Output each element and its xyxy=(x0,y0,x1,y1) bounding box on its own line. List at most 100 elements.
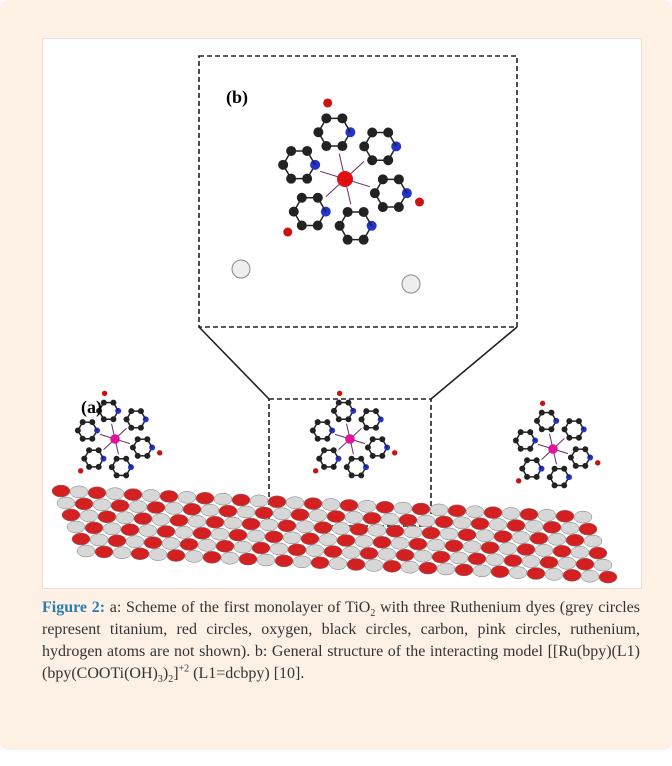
atom xyxy=(367,155,377,165)
atom xyxy=(540,401,545,406)
atom xyxy=(455,564,473,576)
panel-label: (a) xyxy=(81,397,102,418)
atom xyxy=(89,419,95,425)
atom xyxy=(524,457,530,463)
atom xyxy=(321,113,331,123)
atom xyxy=(165,502,183,514)
atom xyxy=(558,557,576,569)
metal-atom xyxy=(345,434,355,444)
atom xyxy=(289,207,299,217)
atom xyxy=(335,221,345,231)
atom xyxy=(589,547,607,559)
atom xyxy=(582,446,588,452)
atom xyxy=(180,538,198,550)
atom xyxy=(415,198,424,207)
atom xyxy=(89,436,95,442)
atom xyxy=(310,427,316,433)
atom xyxy=(313,193,323,203)
atom xyxy=(553,545,571,557)
atom xyxy=(379,453,385,459)
atom xyxy=(576,418,582,424)
atom xyxy=(489,519,507,531)
atom xyxy=(85,522,103,534)
atom xyxy=(527,568,545,580)
atom xyxy=(337,141,347,151)
atom xyxy=(278,520,296,532)
atom xyxy=(216,540,234,552)
atom xyxy=(391,537,409,549)
atom xyxy=(75,498,93,510)
atom xyxy=(109,464,115,470)
atom xyxy=(332,523,350,535)
atom xyxy=(412,503,430,515)
atom xyxy=(268,496,286,508)
atom xyxy=(376,501,394,513)
atom xyxy=(337,391,342,396)
atom xyxy=(548,410,554,416)
atom xyxy=(123,456,129,462)
atom xyxy=(340,499,358,511)
atom xyxy=(75,427,81,433)
atom xyxy=(539,410,545,416)
atom xyxy=(138,425,144,431)
caption: Figure 2: a: Scheme of the first monolay… xyxy=(42,597,640,685)
atom xyxy=(566,534,584,546)
metal-atom xyxy=(337,171,353,187)
atom xyxy=(344,464,350,470)
atom xyxy=(468,553,486,565)
atom xyxy=(561,482,567,488)
atom xyxy=(347,559,365,571)
atom xyxy=(288,544,306,556)
atom xyxy=(98,511,116,523)
atom xyxy=(211,528,229,540)
atom xyxy=(349,472,355,478)
atom xyxy=(516,478,521,483)
atom xyxy=(548,533,566,545)
atom xyxy=(198,539,216,551)
atom xyxy=(304,498,322,510)
atom xyxy=(260,519,278,531)
atom xyxy=(178,491,196,503)
atom xyxy=(345,400,351,406)
atom xyxy=(149,549,167,561)
atom xyxy=(78,468,83,473)
atom xyxy=(108,535,126,547)
atom xyxy=(396,549,414,561)
atom xyxy=(203,551,221,563)
atom xyxy=(481,542,499,554)
atom xyxy=(337,535,355,547)
atom xyxy=(466,506,484,518)
atom xyxy=(359,141,369,151)
atom xyxy=(206,516,224,528)
atom xyxy=(383,155,393,165)
atom xyxy=(142,490,160,502)
atom xyxy=(525,520,543,532)
atom xyxy=(381,513,399,525)
atom xyxy=(121,524,139,536)
atom xyxy=(359,235,369,245)
atom xyxy=(345,416,351,422)
atom xyxy=(358,456,364,462)
atom xyxy=(367,128,377,138)
atom xyxy=(323,98,332,107)
atom xyxy=(365,445,371,451)
atom xyxy=(275,555,293,567)
atom xyxy=(358,472,364,478)
atom xyxy=(535,544,553,556)
atom xyxy=(534,457,540,463)
atom xyxy=(221,552,239,564)
superscript: +2 xyxy=(179,664,190,675)
molecule xyxy=(278,98,424,244)
caption-label: Figure 2: xyxy=(42,599,105,616)
atom xyxy=(113,547,131,559)
atom xyxy=(476,530,494,542)
atom xyxy=(306,545,324,557)
atom xyxy=(517,544,535,556)
atom xyxy=(196,492,214,504)
atom xyxy=(139,525,157,537)
atom xyxy=(342,547,360,559)
atom xyxy=(534,474,540,480)
atom xyxy=(96,447,102,453)
atom xyxy=(321,447,327,453)
diagram: (b) (a) xyxy=(43,39,641,588)
